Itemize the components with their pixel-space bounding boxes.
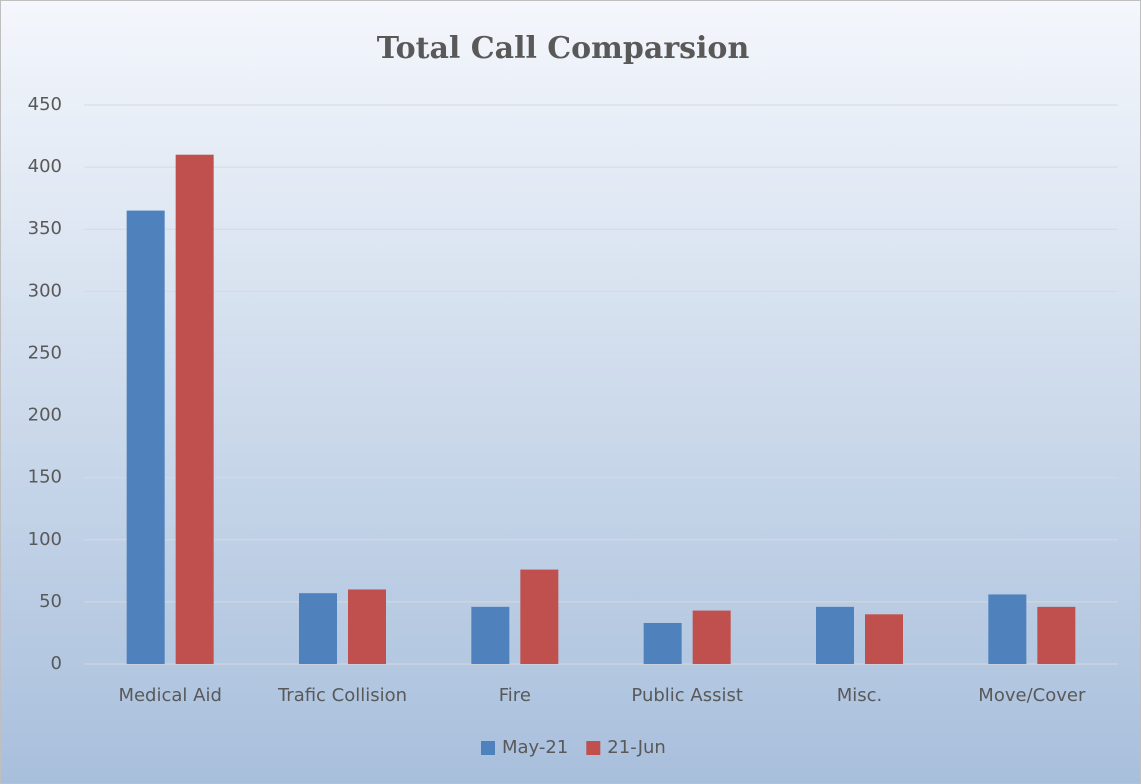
y-tick-label: 150 bbox=[28, 467, 62, 488]
y-tick-label: 50 bbox=[39, 591, 62, 612]
bar bbox=[643, 623, 682, 664]
y-tick-label: 250 bbox=[28, 342, 62, 363]
y-tick-label: 400 bbox=[28, 156, 62, 177]
bar bbox=[865, 614, 903, 664]
legend-label: 21-Jun bbox=[607, 737, 666, 758]
chart-title: Total Call Comparsion bbox=[377, 31, 750, 66]
y-tick-label: 300 bbox=[28, 280, 62, 301]
y-tick-label: 100 bbox=[28, 529, 62, 550]
x-tick-label: Fire bbox=[499, 685, 531, 706]
bar bbox=[816, 606, 854, 664]
y-tick-label: 350 bbox=[28, 218, 62, 239]
bar bbox=[471, 606, 510, 664]
bar bbox=[126, 210, 165, 665]
legend-swatch bbox=[586, 741, 601, 755]
x-tick-label: Trafic Collision bbox=[277, 685, 407, 706]
legend-swatch bbox=[481, 741, 495, 755]
bar bbox=[988, 594, 1027, 664]
bar bbox=[348, 589, 386, 664]
y-tick-label: 0 bbox=[51, 653, 62, 674]
legend-label: May-21 bbox=[502, 737, 568, 758]
x-tick-label: Misc. bbox=[837, 685, 883, 706]
y-tick-label: 450 bbox=[28, 94, 62, 115]
bar bbox=[1037, 606, 1076, 664]
bar bbox=[175, 154, 214, 664]
bar bbox=[299, 593, 337, 664]
x-tick-label: Medical Aid bbox=[118, 685, 221, 706]
bar bbox=[692, 610, 731, 664]
bar bbox=[520, 569, 559, 664]
x-tick-label: Public Assist bbox=[631, 685, 743, 706]
x-tick-label: Move/Cover bbox=[978, 685, 1086, 706]
y-tick-label: 200 bbox=[28, 405, 62, 426]
